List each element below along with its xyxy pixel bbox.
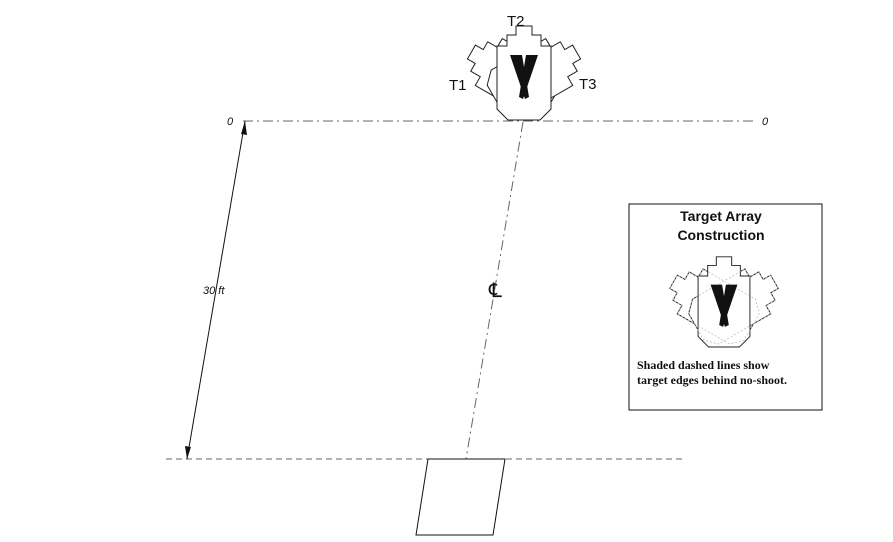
distance-label: 30 ft bbox=[203, 285, 225, 297]
uprange-left-label: 0 bbox=[227, 116, 234, 128]
target-t3-label: T3 bbox=[579, 76, 597, 93]
inset-title-line2: Construction bbox=[677, 227, 764, 243]
distance-arrow bbox=[185, 120, 247, 460]
centerline-label: ℄ bbox=[488, 280, 502, 302]
uprange-right-label: 0 bbox=[762, 116, 769, 128]
centerline bbox=[465, 121, 524, 460]
inset-note-line2: target edges behind no-shoot. bbox=[637, 373, 787, 387]
shooting-box bbox=[415, 458, 506, 536]
target-t1-label: T1 bbox=[449, 77, 467, 94]
inset-panel: Target Array Construction Shaded da bbox=[628, 203, 823, 411]
target-t2-label: T2 bbox=[507, 13, 525, 30]
inset-title-line1: Target Array bbox=[680, 208, 762, 224]
target-array bbox=[457, 25, 591, 123]
inset-note-line1: Shaded dashed lines show bbox=[637, 358, 770, 372]
